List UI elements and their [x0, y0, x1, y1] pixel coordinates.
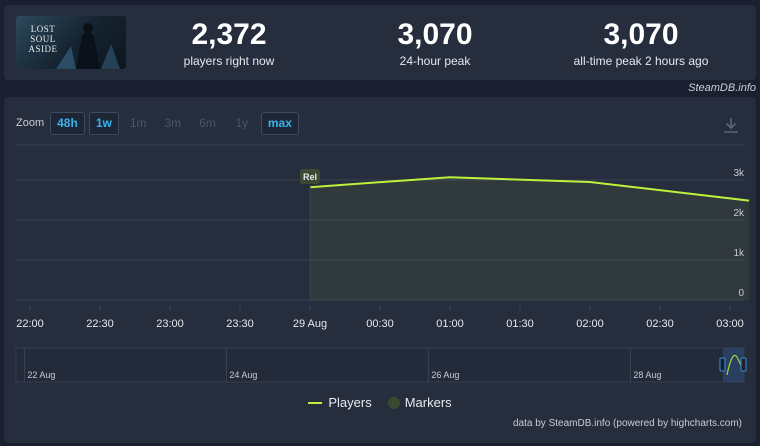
x-tick-label: 23:30: [226, 318, 254, 330]
navigator[interactable]: 22 Aug 24 Aug 26 Aug 28 Aug: [15, 347, 747, 383]
stats-bar: LOST SOUL ASIDE 2,372 players right now …: [4, 5, 756, 80]
chart-panel: Zoom 48h 1w 1m 3m 6m 1y max 22 Aug 24 Aug…: [4, 97, 756, 443]
x-tick-label: 23:00: [156, 318, 184, 330]
zoom-button-max[interactable]: max: [260, 111, 299, 135]
x-axis-ticks: 22:00 22:30 23:00 23:30 29 Aug 00:30 01:00 01:3…: [16, 318, 744, 330]
all-time-peak-value: 3,070: [603, 18, 679, 51]
players-line-swatch: [308, 401, 323, 404]
grid-lines: [16, 144, 744, 311]
x-tick-label: 02:30: [646, 318, 674, 330]
player-chart[interactable]: 22 Aug 24 Aug 26 Aug 28 Aug Rel 0 1k 2k 3k 22:…: [4, 97, 756, 387]
x-tick-label: 01:00: [436, 318, 464, 330]
series-area: [309, 176, 750, 300]
x-tick-label: 00:30: [366, 318, 394, 330]
y-tick-label: 3k: [733, 168, 745, 179]
x-tick-label: 03:00: [716, 318, 744, 330]
x-tick-label: 01:30: [506, 318, 534, 330]
current-players-value: 2,372: [191, 18, 267, 51]
x-tick-label: 22:30: [86, 318, 114, 330]
current-players-label: players right now: [183, 54, 275, 68]
zoom-label: Zoom: [16, 117, 45, 129]
24h-peak-value: 3,070: [397, 18, 473, 51]
y-axis-ticks: 0 1k 2k 3k: [733, 168, 745, 299]
source-credit[interactable]: SteamDB.info: [688, 82, 756, 94]
release-marker[interactable]: [300, 169, 320, 184]
chart-credits[interactable]: data by SteamDB.info (powered by highcha…: [513, 418, 742, 429]
24h-peak-label: 24-hour peak: [399, 54, 471, 68]
legend-item-markers[interactable]: Markers: [387, 395, 452, 410]
release-marker-label: Rel: [303, 172, 317, 182]
zoom-button-48h[interactable]: 48h: [50, 111, 85, 135]
navigator-tick-label: 24 Aug: [229, 370, 257, 380]
navigator-tick-label: 22 Aug: [27, 370, 55, 380]
x-tick-label: 02:00: [576, 318, 604, 330]
zoom-button-3m[interactable]: 3m: [164, 115, 182, 130]
y-tick-label: 2k: [733, 208, 745, 219]
x-tick-label: 29 Aug: [293, 318, 327, 330]
stat-24h-peak: 3,070 24-hour peak: [335, 19, 535, 69]
navigator-tick-label: 26 Aug: [431, 370, 459, 380]
zoom-button-6m[interactable]: 6m: [199, 115, 216, 130]
legend-label-markers: Markers: [404, 395, 452, 410]
y-tick-label: 0: [738, 288, 744, 299]
navigator-handle-left[interactable]: [719, 357, 726, 372]
game-art: [56, 23, 120, 69]
download-icon[interactable]: [722, 116, 740, 134]
navigator-selection[interactable]: [722, 348, 744, 382]
zoom-button-1y[interactable]: 1y: [235, 115, 249, 130]
legend-label-players: Players: [328, 395, 372, 410]
all-time-peak-label: all-time peak 2 hours ago: [573, 54, 709, 68]
y-tick-label: 1k: [733, 248, 745, 259]
x-tick-label: 22:00: [16, 318, 44, 330]
markers-dot-swatch: [387, 396, 400, 409]
navigator-tick-label: 28 Aug: [633, 370, 661, 380]
legend-item-players[interactable]: Players: [308, 395, 372, 410]
stat-all-time-peak: 3,070 all-time peak 2 hours ago: [541, 19, 741, 69]
zoom-button-1w[interactable]: 1w: [88, 111, 119, 135]
release-markers[interactable]: Rel: [300, 169, 320, 300]
game-logo: LOST SOUL ASIDE: [28, 24, 58, 54]
zoom-bar: Zoom 48h 1w 1m 3m 6m 1y max: [16, 111, 303, 135]
zoom-button-1m[interactable]: 1m: [129, 115, 147, 130]
chart-legend: Players Markers: [4, 395, 756, 410]
navigator-handle-right[interactable]: [740, 357, 747, 372]
game-thumbnail[interactable]: LOST SOUL ASIDE: [16, 16, 126, 69]
stat-current-players: 2,372 players right now: [129, 19, 329, 69]
navigator-series: [726, 354, 743, 376]
players-area-fill: [310, 177, 749, 300]
